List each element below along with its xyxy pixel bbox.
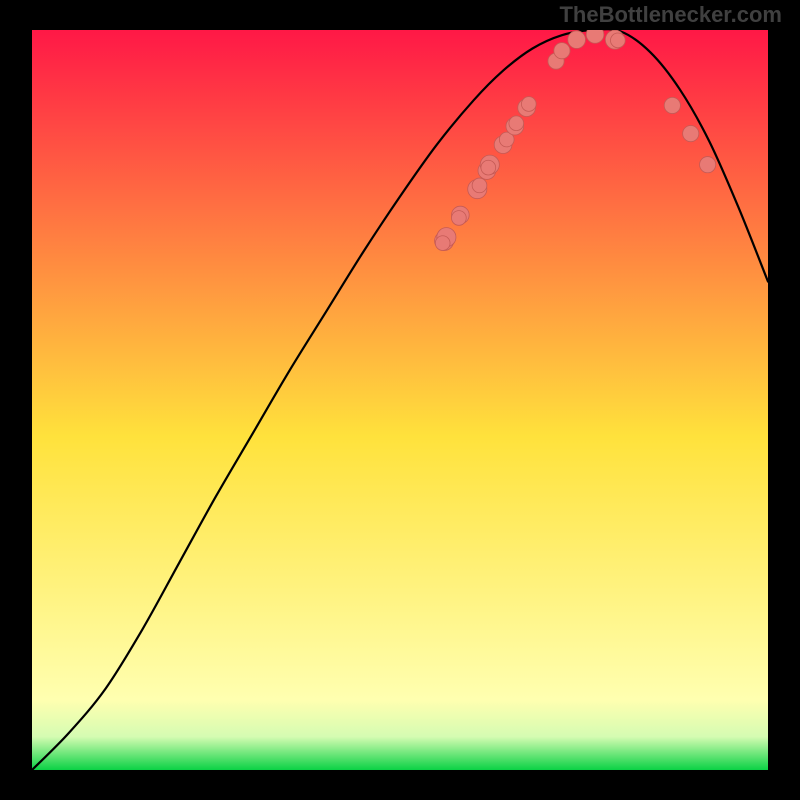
- plot-svg: [32, 30, 768, 770]
- plot-area: [32, 30, 768, 770]
- data-marker: [683, 126, 699, 142]
- data-marker: [521, 97, 536, 112]
- plot-background: [32, 30, 768, 770]
- chart-root: TheBottlenecker.com: [0, 0, 800, 800]
- data-marker: [664, 97, 680, 113]
- data-marker: [568, 31, 586, 49]
- data-marker: [586, 30, 604, 43]
- data-marker: [452, 211, 467, 226]
- data-marker: [509, 116, 524, 131]
- data-marker: [481, 160, 496, 175]
- data-marker: [472, 178, 487, 193]
- data-marker: [610, 33, 625, 48]
- data-marker: [700, 157, 716, 173]
- data-marker: [435, 236, 450, 251]
- watermark-text: TheBottlenecker.com: [559, 2, 782, 28]
- data-marker: [554, 43, 570, 59]
